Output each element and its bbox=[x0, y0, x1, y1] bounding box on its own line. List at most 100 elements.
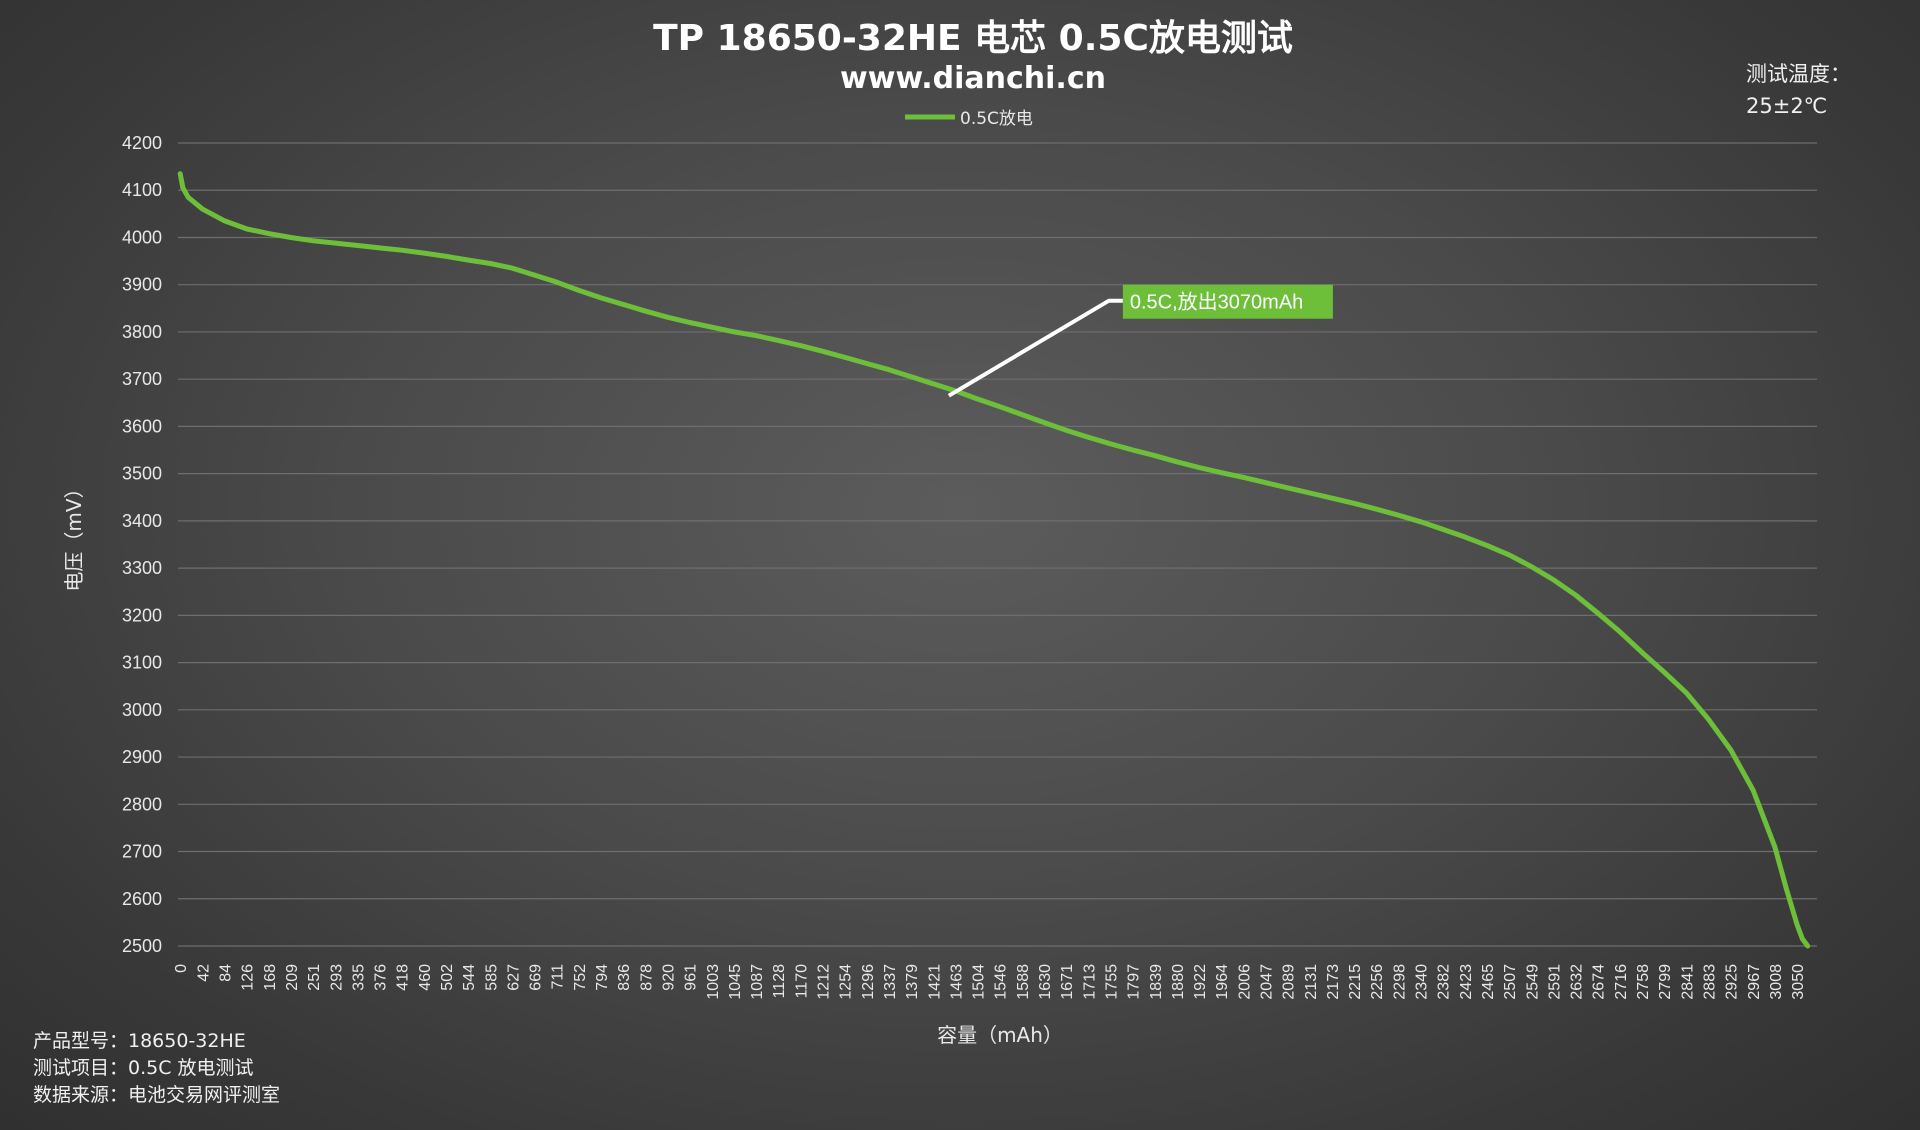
x-tick-label: 1964 bbox=[1214, 964, 1231, 1000]
x-tick-label: 2006 bbox=[1236, 964, 1253, 1000]
x-tick-label: 2799 bbox=[1657, 964, 1674, 1000]
y-tick-label: 2800 bbox=[122, 794, 162, 814]
x-tick-label: 1087 bbox=[749, 964, 766, 1000]
x-tick-label: 2465 bbox=[1480, 964, 1497, 1000]
series-line bbox=[177, 171, 1811, 949]
x-tick-label: 1296 bbox=[860, 964, 877, 1000]
x-tick-label: 418 bbox=[395, 964, 412, 991]
y-tick-label: 4100 bbox=[122, 180, 162, 200]
y-tick-label: 2600 bbox=[122, 889, 162, 909]
x-tick-label: 84 bbox=[218, 964, 235, 982]
x-tick-label: 1755 bbox=[1103, 964, 1120, 1000]
y-tick-label: 4200 bbox=[122, 133, 162, 153]
x-tick-label: 1839 bbox=[1148, 964, 1165, 1000]
x-tick-label: 126 bbox=[240, 964, 257, 991]
x-tick-label: 1003 bbox=[705, 964, 722, 1000]
x-tick-label: 2089 bbox=[1281, 964, 1298, 1000]
y-tick-label: 3000 bbox=[122, 700, 162, 720]
legend: 0.5C放电 bbox=[905, 109, 1033, 129]
y-tick-label: 3200 bbox=[122, 605, 162, 625]
x-tick-label: 2883 bbox=[1701, 964, 1718, 1000]
x-tick-label: 1128 bbox=[771, 964, 788, 999]
series-layer bbox=[177, 171, 1811, 949]
x-tick-label: 2340 bbox=[1414, 964, 1431, 1000]
y-tick-label: 3600 bbox=[122, 416, 162, 436]
chart-subtitle: www.dianchi.cn bbox=[840, 61, 1106, 96]
legend-label: 0.5C放电 bbox=[960, 109, 1033, 129]
x-tick-label: 1170 bbox=[793, 964, 810, 999]
x-tick-label: 335 bbox=[350, 964, 367, 991]
temperature-info: 测试温度： 25±2℃ bbox=[1746, 62, 1851, 118]
x-tick-label: 1546 bbox=[993, 964, 1010, 1000]
temperature-label: 测试温度： bbox=[1746, 62, 1851, 86]
x-axis-label: 容量（mAh） bbox=[937, 1023, 1063, 1047]
x-tick-label: 2047 bbox=[1258, 964, 1275, 1000]
x-tick-label: 2298 bbox=[1391, 964, 1408, 1000]
x-tick-label: 627 bbox=[505, 964, 522, 991]
x-tick-label: 2215 bbox=[1347, 964, 1364, 1000]
x-tick-label: 1254 bbox=[838, 964, 855, 1000]
temperature-value: 25±2℃ bbox=[1746, 94, 1827, 118]
x-tick-label: 502 bbox=[439, 964, 456, 991]
grid bbox=[178, 142, 1817, 947]
y-tick-label: 3900 bbox=[122, 275, 162, 295]
x-tick-label: 1922 bbox=[1192, 964, 1209, 1000]
x-tick-label: 42 bbox=[195, 964, 212, 982]
y-tick-label: 4000 bbox=[122, 227, 162, 247]
x-tick-label: 836 bbox=[616, 964, 633, 991]
x-tick-label: 1588 bbox=[1015, 964, 1032, 1000]
x-tick-label: 376 bbox=[373, 964, 390, 991]
x-tick-label: 1463 bbox=[948, 964, 965, 1000]
x-tick-label: 2256 bbox=[1369, 964, 1386, 1000]
x-tick-label: 2591 bbox=[1546, 964, 1563, 1000]
x-tick-label: 3050 bbox=[1790, 964, 1807, 1000]
annotation-box bbox=[1122, 284, 1333, 319]
x-tick-label: 2758 bbox=[1635, 964, 1652, 1000]
y-tick-label: 3800 bbox=[122, 322, 162, 342]
x-tick-label: 2841 bbox=[1679, 964, 1696, 1000]
x-tick-label: 1337 bbox=[882, 964, 899, 1000]
info-block: 产品型号：18650-32HE 测试项目：0.5C 放电测试 数据来源：电池交易… bbox=[33, 1030, 280, 1106]
x-tick-label: 878 bbox=[638, 964, 655, 991]
x-tick-label: 585 bbox=[483, 964, 500, 991]
x-tick-label: 3008 bbox=[1768, 964, 1785, 1000]
x-tick-label: 2632 bbox=[1569, 964, 1586, 1000]
x-tick-label: 251 bbox=[306, 964, 323, 991]
x-tick-label: 2549 bbox=[1524, 964, 1541, 1000]
y-tick-label: 3500 bbox=[122, 464, 162, 484]
x-tick-label: 794 bbox=[594, 964, 611, 991]
info-test-item: 测试项目：0.5C 放电测试 bbox=[33, 1057, 254, 1079]
y-axis-label: 电压（mV） bbox=[62, 478, 86, 591]
y-tick-label: 3400 bbox=[122, 511, 162, 531]
x-tick-label: 961 bbox=[683, 964, 700, 991]
y-tick-label: 2900 bbox=[122, 747, 162, 767]
y-tick-label: 2500 bbox=[122, 936, 162, 956]
x-tick-label: 2674 bbox=[1591, 964, 1608, 1000]
x-tick-label: 2925 bbox=[1724, 964, 1741, 1000]
x-tick-label: 2423 bbox=[1458, 964, 1475, 1000]
x-tick-label: 752 bbox=[572, 964, 589, 991]
y-tick-label: 3700 bbox=[122, 369, 162, 389]
y-tick-label: 3100 bbox=[122, 653, 162, 673]
x-tick-label: 920 bbox=[660, 964, 677, 991]
info-source: 数据来源：电池交易网评测室 bbox=[33, 1084, 280, 1106]
x-tick-label: 2382 bbox=[1436, 964, 1453, 1000]
x-tick-label: 1379 bbox=[904, 964, 921, 1000]
y-axis-ticks: 2500 2600 2700 2800 2900 3000 3100 3200 3300 3400… bbox=[122, 133, 162, 956]
x-tick-label: 2131 bbox=[1303, 964, 1320, 1000]
x-tick-label: 1421 bbox=[926, 964, 943, 1000]
x-tick-label: 209 bbox=[284, 964, 301, 991]
annotation-leader-line bbox=[947, 298, 1123, 398]
x-tick-label: 1880 bbox=[1170, 964, 1187, 1000]
annotation-label: 0.5C,放出3070mAh bbox=[1130, 291, 1303, 314]
x-tick-label: 1212 bbox=[816, 964, 833, 1000]
chart-title: TP 18650-32HE 电芯 0.5C放电测试 bbox=[653, 18, 1293, 59]
x-tick-label: 1504 bbox=[971, 964, 988, 1000]
x-tick-label: 2507 bbox=[1502, 964, 1519, 1000]
x-tick-label: 669 bbox=[528, 964, 545, 991]
y-tick-label: 3300 bbox=[122, 558, 162, 578]
x-tick-label: 2173 bbox=[1325, 964, 1342, 1000]
x-tick-label: 1797 bbox=[1126, 964, 1143, 1000]
y-tick-label: 2700 bbox=[122, 842, 162, 862]
